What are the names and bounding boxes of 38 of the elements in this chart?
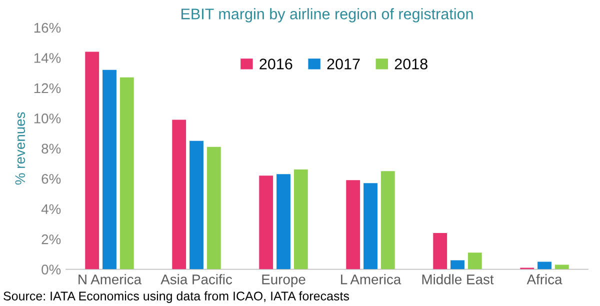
- x-tick-label: Europe: [262, 274, 306, 288]
- y-tick-label: 12%: [34, 83, 61, 94]
- y-tick-label: 0%: [42, 264, 61, 274]
- y-axis-title: % revenues: [15, 112, 26, 185]
- chart-title: EBIT margin by airline region of registration: [181, 8, 473, 22]
- y-tick-label: 10%: [34, 114, 61, 124]
- bar: [276, 174, 290, 270]
- x-tick-label: Africa: [526, 274, 562, 284]
- bar: [364, 183, 378, 270]
- bar: [120, 77, 134, 270]
- y-tick-label: 8%: [42, 144, 61, 154]
- bar: [85, 52, 100, 270]
- bar: [206, 146, 221, 270]
- bar: [190, 140, 204, 270]
- y-tick-label: 4%: [41, 204, 61, 214]
- y-tick-label: 6%: [42, 174, 61, 184]
- x-tick-label: Asia Pacific: [160, 274, 232, 284]
- bar: [294, 170, 308, 270]
- x-tick-label: Middle East: [422, 274, 494, 284]
- bar: [468, 252, 482, 270]
- bar: [259, 176, 274, 270]
- bar: [102, 70, 116, 270]
- legend-label: 2016: [260, 58, 292, 70]
- source-note: Source: IATA Economics using data from ICAO, IATA forecasts: [4, 291, 350, 303]
- legend-label: 2017: [327, 58, 360, 70]
- bar: [346, 180, 360, 270]
- bar: [538, 262, 552, 270]
- bar: [172, 120, 186, 270]
- bar: [433, 233, 448, 270]
- y-tick-label: 16%: [34, 22, 61, 33]
- x-tick-label: L America: [341, 274, 402, 284]
- legend-label: 2018: [394, 58, 428, 70]
- y-tick-label: 14%: [34, 53, 61, 63]
- bar: [554, 264, 569, 270]
- x-tick-label: N America: [78, 274, 142, 284]
- bar: [450, 260, 464, 270]
- y-tick-label: 2%: [42, 234, 61, 244]
- bar: [380, 171, 395, 270]
